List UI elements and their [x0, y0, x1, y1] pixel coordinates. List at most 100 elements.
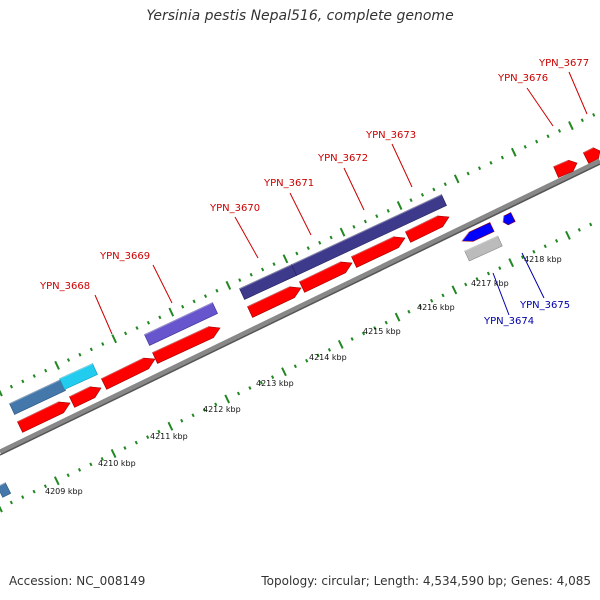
minor-tick [9, 384, 14, 389]
minor-tick [135, 326, 139, 330]
scale-label: 4210 kbp [98, 459, 136, 468]
feature-bar [59, 363, 98, 390]
minor-tick [466, 171, 470, 176]
minor-tick [66, 473, 70, 478]
minor-tick [327, 348, 332, 352]
outer-tick-track [0, 113, 596, 397]
minor-tick [318, 240, 322, 245]
minor-tick [589, 222, 593, 227]
minor-tick [580, 118, 584, 123]
gene-label[interactable]: YPN_3668 [39, 281, 90, 292]
gene-label[interactable]: YPN_3675 [519, 300, 570, 311]
minor-tick [214, 402, 218, 407]
minor-tick [146, 435, 150, 439]
major-tick [111, 334, 117, 344]
minor-tick [181, 304, 185, 309]
leader-line [526, 87, 554, 127]
feature-bar-highlight [9, 378, 61, 405]
minor-tick [192, 299, 196, 304]
minor-tick [432, 187, 436, 192]
gene-arrow-forward-highlight [299, 261, 341, 283]
minor-tick [361, 331, 366, 336]
minor-tick [420, 192, 425, 197]
major-tick [54, 360, 60, 370]
gene-arrow-forward-highlight [69, 386, 90, 398]
major-tick [0, 389, 3, 397]
major-tick [225, 280, 232, 290]
minor-tick [430, 298, 434, 303]
leader-line [152, 264, 173, 304]
minor-tick [157, 429, 161, 434]
minor-tick [477, 166, 482, 171]
gene-arrow-forward [404, 215, 450, 243]
minor-tick [293, 364, 297, 369]
scale-label: 4217 kbp [471, 279, 509, 288]
minor-tick [249, 272, 253, 277]
scale-label: 4212 kbp [203, 405, 241, 414]
gene-label[interactable]: YPN_3673 [365, 130, 416, 141]
scale-label: 4214 kbp [309, 353, 347, 362]
leader-line [234, 216, 259, 259]
scale-label: 4211 kbp [150, 432, 188, 441]
gene-arrow-forward [68, 386, 102, 408]
minor-tick [384, 320, 388, 325]
gene-arrow-reverse-highlight [461, 231, 470, 242]
minor-tick [329, 235, 333, 240]
minor-tick [9, 500, 13, 505]
gene-label[interactable]: YPN_3670 [209, 203, 260, 214]
minor-tick [180, 418, 184, 423]
minor-tick [203, 294, 208, 298]
genome-backbone-shadow [0, 163, 600, 456]
gene-label[interactable]: YPN_3676 [497, 73, 548, 84]
gene-arrow-forward-highlight [553, 159, 569, 168]
genome-backbone [0, 158, 600, 455]
minor-tick [500, 155, 504, 160]
major-tick [510, 147, 517, 157]
gene-label[interactable]: YPN_3672 [317, 153, 368, 164]
minor-tick [546, 134, 550, 139]
gene-arrow-reverse-highlight [502, 215, 505, 223]
minor-tick [215, 288, 219, 293]
gene-arrow-reverse [461, 222, 495, 242]
minor-tick [77, 467, 82, 472]
label-leaders [94, 71, 588, 335]
gene-arrow-forward-highlight [405, 215, 438, 233]
minor-tick [44, 368, 48, 373]
minor-tick [271, 375, 275, 380]
feature-track [0, 193, 503, 498]
minor-tick [66, 358, 71, 362]
minor-tick [123, 446, 127, 450]
gene-arrow-forward-highlight [583, 147, 594, 154]
gene-arrow-forward [299, 261, 353, 293]
accession-text: Accession: NC_008149 [9, 574, 146, 588]
gene-label[interactable]: YPN_3674 [483, 316, 534, 327]
minor-tick [535, 139, 539, 144]
feature-bar [144, 302, 218, 346]
gene-arrow-forward-highlight [17, 401, 59, 423]
leader-line [289, 192, 312, 236]
gene-arrow-forward-highlight [101, 357, 144, 380]
minor-tick [306, 246, 310, 251]
major-tick [281, 367, 287, 377]
minor-tick [498, 266, 502, 270]
feature-bar-highlight [291, 193, 442, 266]
minor-tick [350, 337, 354, 341]
gene-arrow-forward [247, 286, 302, 318]
major-tick [282, 254, 289, 264]
major-tick [394, 312, 401, 322]
gene-arrow-reverse [502, 212, 516, 226]
minor-tick [443, 182, 447, 187]
major-tick [110, 448, 117, 458]
gene-label[interactable]: YPN_3669 [99, 251, 150, 262]
scale-label: 4218 kbp [524, 255, 562, 264]
minor-tick [21, 495, 25, 499]
gene-label[interactable]: YPN_3677 [538, 58, 589, 69]
minor-tick [543, 244, 547, 249]
scale-label: 4213 kbp [256, 379, 294, 388]
minor-tick [32, 489, 36, 494]
genome-title: Yersinia pestis Nepal516, complete genom… [146, 8, 454, 24]
gene-label[interactable]: YPN_3671 [263, 178, 314, 189]
minor-tick [101, 342, 105, 346]
minor-tick [375, 214, 379, 219]
minor-tick [520, 255, 525, 260]
